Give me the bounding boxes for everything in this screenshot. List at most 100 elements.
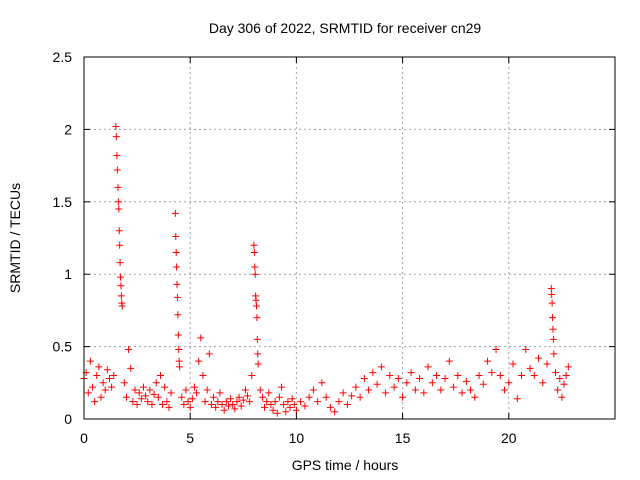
data-point xyxy=(382,389,390,397)
data-point xyxy=(171,209,179,217)
data-point xyxy=(265,389,273,397)
data-point xyxy=(152,379,160,387)
data-point xyxy=(214,398,222,406)
data-point xyxy=(420,389,428,397)
data-point xyxy=(246,398,254,406)
data-point xyxy=(165,403,173,411)
data-point xyxy=(530,372,538,380)
data-point xyxy=(269,406,277,414)
data-point xyxy=(284,398,292,406)
data-point xyxy=(467,386,475,394)
data-point xyxy=(172,248,180,256)
data-point xyxy=(173,280,181,288)
data-point xyxy=(550,350,558,358)
data-point xyxy=(117,273,125,281)
data-point xyxy=(558,393,566,401)
data-point xyxy=(488,369,496,377)
data-point xyxy=(441,374,449,382)
data-point xyxy=(496,372,504,380)
data-point xyxy=(241,386,249,394)
data-point xyxy=(458,389,466,397)
data-point xyxy=(301,402,309,410)
data-point xyxy=(326,403,334,411)
data-point xyxy=(251,263,259,271)
data-point xyxy=(220,406,228,414)
data-point xyxy=(237,402,245,410)
x-tick-label: 10 xyxy=(289,430,305,446)
data-point xyxy=(479,380,487,388)
data-point xyxy=(390,383,398,391)
data-point xyxy=(424,363,432,371)
data-point xyxy=(305,393,313,401)
data-point xyxy=(318,379,326,387)
data-point xyxy=(229,401,237,409)
data-point xyxy=(445,357,453,365)
data-point xyxy=(112,123,120,131)
data-point xyxy=(263,398,271,406)
data-point xyxy=(150,390,158,398)
data-point xyxy=(131,386,139,394)
data-point xyxy=(161,383,169,391)
data-point xyxy=(190,383,198,391)
data-point xyxy=(267,401,275,409)
x-tick-label: 0 xyxy=(80,430,88,446)
data-point xyxy=(113,151,121,159)
data-point xyxy=(562,372,570,380)
data-point xyxy=(339,389,347,397)
data-point xyxy=(549,335,557,343)
data-point xyxy=(156,372,164,380)
data-point xyxy=(377,363,385,371)
data-point xyxy=(286,403,294,411)
data-point xyxy=(125,345,133,353)
data-point xyxy=(99,379,107,387)
data-point xyxy=(297,398,305,406)
data-point xyxy=(195,357,203,365)
data-point xyxy=(127,364,135,372)
data-point xyxy=(360,374,368,382)
data-point xyxy=(103,366,111,374)
data-point xyxy=(356,393,364,401)
data-point xyxy=(174,331,182,339)
data-point xyxy=(216,389,224,397)
data-point xyxy=(144,398,152,406)
data-point xyxy=(462,377,470,385)
data-point xyxy=(176,363,184,371)
data-point xyxy=(539,379,547,387)
data-point xyxy=(261,403,269,411)
data-point xyxy=(224,402,232,410)
data-point xyxy=(282,408,290,416)
data-point xyxy=(172,233,180,241)
y-axis-ticks: 0 0.5 1 1.5 2 2.5 xyxy=(53,49,615,427)
data-point xyxy=(322,393,330,401)
data-point xyxy=(250,241,258,249)
data-point xyxy=(411,386,419,394)
data-point xyxy=(369,369,377,377)
data-point xyxy=(522,345,530,353)
data-point xyxy=(526,364,534,372)
data-point xyxy=(335,398,343,406)
data-point xyxy=(535,354,543,362)
data-point xyxy=(175,345,183,353)
data-point xyxy=(256,386,264,394)
data-point xyxy=(108,383,116,391)
data-point xyxy=(254,360,262,368)
data-point xyxy=(116,259,124,267)
data-point xyxy=(95,363,103,371)
data-point xyxy=(207,401,215,409)
data-point xyxy=(548,290,556,298)
data-point xyxy=(549,314,557,322)
data-point xyxy=(290,401,298,409)
data-point xyxy=(105,374,113,382)
data-point xyxy=(292,406,300,414)
data-point xyxy=(117,282,125,290)
data-point xyxy=(174,311,182,319)
data-point xyxy=(273,409,281,417)
data-point xyxy=(115,227,123,235)
data-point xyxy=(288,395,296,403)
x-tick-label: 15 xyxy=(395,430,411,446)
data-point xyxy=(314,398,322,406)
data-point xyxy=(212,403,220,411)
data-point xyxy=(222,398,230,406)
x-tick-label: 20 xyxy=(501,430,517,446)
